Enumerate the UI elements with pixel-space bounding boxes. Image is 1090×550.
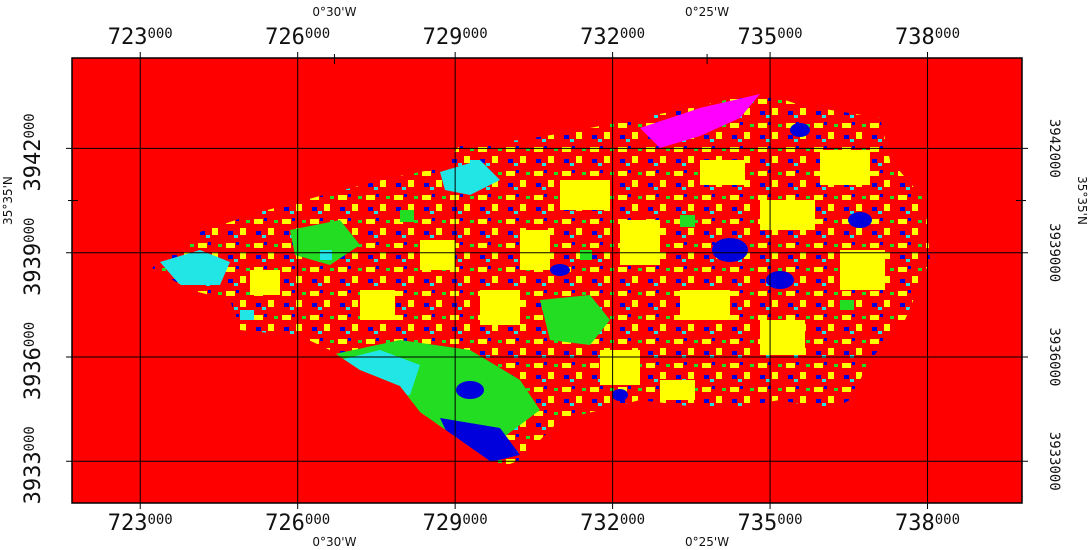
- northing-label-left: 3936000: [21, 322, 46, 400]
- latitude-label-left: 35°35'N: [1, 176, 15, 225]
- grid-lines: [66, 52, 1028, 509]
- cyan-patch-west: [160, 250, 230, 285]
- blue-features: [456, 123, 872, 401]
- green-features: [400, 210, 854, 310]
- easting-label-bottom: 729000: [423, 511, 488, 536]
- northing-label-left: 3939000: [21, 218, 46, 296]
- easting-label-top: 735000: [738, 25, 803, 50]
- easting-label-top: 723000: [108, 25, 173, 50]
- easting-label-top: 738000: [895, 25, 960, 50]
- easting-label-bottom: 732000: [580, 511, 645, 536]
- latitude-label-right: 35°35'N: [1075, 176, 1089, 225]
- northing-label-right: 3942000: [1046, 119, 1062, 178]
- cyan-features: [240, 160, 480, 320]
- easting-label-top: 732000: [580, 25, 645, 50]
- northing-label-right: 3933000: [1046, 432, 1062, 491]
- green-patch-center: [540, 295, 610, 345]
- northing-label-right: 3936000: [1046, 327, 1062, 386]
- longitude-label-top: 0°30'W: [312, 5, 356, 19]
- easting-label-top: 729000: [423, 25, 488, 50]
- tick-labels: 723000 723000 726000 726000 729000 729000 7320…: [1, 5, 1089, 549]
- northing-label-left: 3942000: [21, 113, 46, 191]
- easting-label-bottom: 735000: [738, 511, 803, 536]
- longitude-label-top: 0°25'W: [685, 5, 729, 19]
- easting-label-bottom: 723000: [108, 511, 173, 536]
- northing-label-left: 3933000: [21, 426, 46, 504]
- northing-label-right: 3939000: [1046, 223, 1062, 282]
- longitude-label-bottom: 0°30'W: [312, 535, 356, 549]
- magenta-zone: [640, 94, 760, 148]
- longitude-label-bottom: 0°25'W: [685, 535, 729, 549]
- easting-label-bottom: 726000: [265, 511, 330, 536]
- easting-label-bottom: 738000: [895, 511, 960, 536]
- map-frame-border: [71, 57, 1023, 504]
- green-patch-west: [290, 220, 360, 265]
- yellow-fields: [250, 150, 885, 400]
- easting-label-top: 726000: [265, 25, 330, 50]
